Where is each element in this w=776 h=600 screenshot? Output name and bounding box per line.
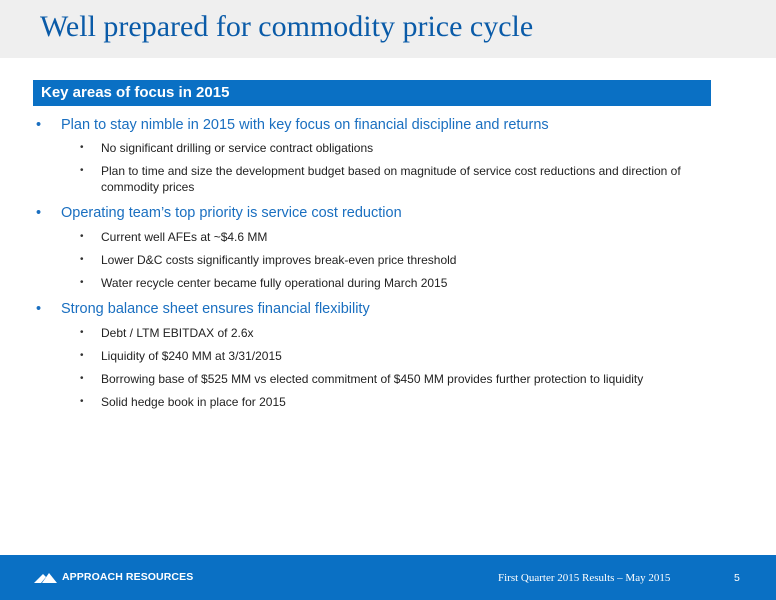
sub-bullet-item: • Plan to time and size the development …: [80, 163, 720, 195]
sub-bullet-dot-icon: •: [80, 254, 84, 265]
sub-bullet-dot-icon: •: [80, 231, 84, 242]
sub-bullet-text: Plan to time and size the development bu…: [101, 164, 681, 194]
sub-bullet-text: Solid hedge book in place for 2015: [101, 395, 286, 409]
sub-bullet-text: Liquidity of $240 MM at 3/31/2015: [101, 349, 282, 363]
sub-bullet-item: • No significant drilling or service con…: [80, 140, 720, 156]
sub-bullet-dot-icon: •: [80, 373, 84, 384]
sub-bullet-item: • Water recycle center became fully oper…: [80, 275, 720, 291]
sub-bullet-dot-icon: •: [80, 350, 84, 361]
page-number: 5: [734, 572, 740, 584]
section-banner: Key areas of focus in 2015: [33, 80, 711, 106]
slide-title: Well prepared for commodity price cycle: [40, 10, 534, 43]
bullet-dot-icon: •: [36, 117, 42, 133]
slide-footer: APPROACH RESOURCES First Quarter 2015 Re…: [0, 555, 776, 600]
bullet-text: Operating team’s top priority is service…: [61, 205, 402, 221]
footer-caption: First Quarter 2015 Results – May 2015: [498, 572, 671, 584]
sub-bullet-text: Water recycle center became fully operat…: [101, 276, 448, 290]
section-title: Key areas of focus in 2015: [41, 84, 230, 101]
bullet-text: Plan to stay nimble in 2015 with key foc…: [61, 117, 549, 133]
sub-bullet-dot-icon: •: [80, 165, 84, 176]
sub-bullet-item: • Lower D&C costs significantly improves…: [80, 252, 720, 268]
sub-bullet-item: • Debt / LTM EBITDAX of 2.6x: [80, 325, 720, 341]
bullet-dot-icon: •: [36, 205, 42, 221]
mountain-logo-icon: [34, 573, 57, 583]
sub-bullet-dot-icon: •: [80, 142, 84, 153]
sub-bullet-item: • Solid hedge book in place for 2015: [80, 394, 720, 410]
sub-bullet-text: Debt / LTM EBITDAX of 2.6x: [101, 326, 254, 340]
company-logo: APPROACH RESOURCES: [34, 571, 193, 585]
bullet-dot-icon: •: [36, 301, 42, 317]
sub-bullet-dot-icon: •: [80, 277, 84, 288]
sub-bullet-dot-icon: •: [80, 327, 84, 338]
slide-header: Well prepared for commodity price cycle: [0, 0, 776, 58]
sub-bullet-text: Current well AFEs at ~$4.6 MM: [101, 230, 268, 244]
sub-bullet-text: Lower D&C costs significantly improves b…: [101, 253, 457, 267]
sub-bullet-item: • Borrowing base of $525 MM vs elected c…: [80, 371, 720, 387]
sub-bullet-dot-icon: •: [80, 396, 84, 407]
sub-bullet-text: No significant drilling or service contr…: [101, 141, 374, 155]
sub-bullet-item: • Liquidity of $240 MM at 3/31/2015: [80, 348, 720, 364]
sub-bullet-item: • Current well AFEs at ~$4.6 MM: [80, 229, 720, 245]
bullet-text: Strong balance sheet ensures financial f…: [61, 301, 370, 317]
logo-text: APPROACH RESOURCES: [62, 571, 194, 583]
sub-bullet-text: Borrowing base of $525 MM vs elected com…: [101, 372, 644, 386]
